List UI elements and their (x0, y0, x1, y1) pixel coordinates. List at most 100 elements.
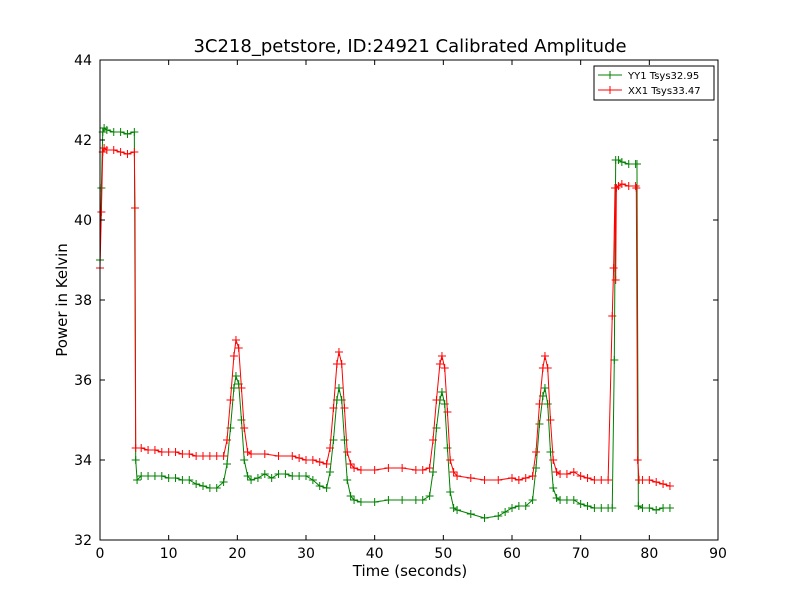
data-point-marker (137, 444, 146, 452)
data-point-marker (288, 472, 297, 480)
data-point-marker (234, 344, 243, 352)
data-point-marker (645, 476, 654, 484)
data-point-marker (144, 472, 153, 480)
data-point-marker (614, 156, 623, 164)
data-point-marker (411, 496, 420, 504)
data-point-marker (308, 476, 317, 484)
data-point-marker (638, 476, 647, 484)
data-point-marker (123, 150, 132, 158)
data-point-marker (243, 448, 252, 456)
x-tick-label: 60 (503, 546, 521, 562)
data-point-marker (494, 476, 503, 484)
data-point-marker (192, 452, 201, 460)
data-point-marker (494, 512, 503, 520)
data-point-marker (150, 472, 159, 480)
data-point-marker (466, 474, 475, 482)
data-point-marker (346, 492, 355, 500)
data-point-marker (508, 474, 516, 482)
data-point-marker (157, 448, 166, 456)
data-point-marker (340, 404, 349, 412)
data-point-marker (634, 502, 643, 510)
x-tick-label: 90 (709, 546, 727, 562)
legend-box (593, 65, 715, 101)
data-point-marker (343, 448, 352, 456)
data-point-marker (501, 508, 510, 516)
data-point-marker (552, 494, 561, 502)
data-point-marker (652, 478, 661, 486)
data-point-marker (334, 384, 343, 392)
data-point-marker (253, 474, 262, 482)
data-point-marker (229, 352, 238, 360)
data-point-marker (632, 160, 641, 168)
data-point-marker (97, 208, 106, 216)
data-point-marker (521, 502, 530, 510)
data-point-marker (384, 496, 393, 504)
data-point-marker (645, 504, 654, 512)
data-point-marker (274, 452, 283, 460)
data-point-marker (624, 160, 633, 168)
data-point-marker (549, 484, 558, 492)
data-point-marker (652, 506, 661, 514)
data-point-marker (604, 476, 613, 484)
data-point-marker (350, 464, 359, 472)
data-point-marker (199, 482, 207, 490)
data-point-marker (576, 500, 585, 508)
legend: YY1 Tsys32.95 XX1 Tsys33.47 (593, 65, 715, 101)
data-point-marker (171, 448, 180, 456)
data-point-marker (171, 474, 180, 482)
data-point-marker (302, 472, 310, 480)
data-point-marker (240, 424, 249, 432)
data-point-marker (192, 480, 201, 488)
data-point-marker (329, 404, 338, 412)
y-tick-label: 44 (74, 53, 92, 69)
data-point-marker (449, 468, 458, 476)
data-point-marker (665, 482, 674, 490)
legend-label: YY1 Tsys32.95 (627, 71, 699, 82)
data-point-marker (131, 456, 140, 464)
data-point-marker (432, 396, 441, 404)
data-point-marker (199, 452, 207, 460)
data-point-marker (350, 496, 359, 504)
data-point-marker (590, 504, 599, 512)
data-point-marker (302, 456, 310, 464)
data-point-marker (315, 458, 324, 466)
x-tick-label: 40 (366, 546, 384, 562)
data-point-marker (612, 184, 621, 192)
x-tick-label: 20 (228, 546, 246, 562)
y-tick-label: 36 (74, 373, 92, 389)
data-point-marker (281, 470, 290, 478)
data-point-marker (608, 312, 617, 320)
data-point-marker (449, 504, 458, 512)
data-point-marker (535, 400, 544, 408)
data-point-marker (576, 472, 585, 480)
data-point-marker (223, 436, 232, 444)
data-point-marker (219, 478, 228, 486)
data-point-marker (611, 276, 620, 284)
data-point-marker (437, 388, 446, 396)
data-point-marker (583, 502, 592, 510)
data-point-marker (247, 450, 256, 458)
data-point-marker (308, 456, 317, 464)
data-point-marker (638, 504, 647, 512)
data-point-marker (540, 352, 549, 360)
data-point-marker (205, 452, 214, 460)
data-point-marker (617, 158, 626, 166)
data-point-marker (178, 450, 187, 458)
y-tick-label: 42 (74, 133, 92, 149)
legend-item: YY1 Tsys32.95 (598, 71, 699, 82)
data-point-marker (116, 128, 125, 136)
data-point-marker (123, 130, 132, 138)
data-point-marker (597, 476, 606, 484)
data-point-marker (425, 464, 434, 472)
data-point-marker (295, 454, 304, 462)
data-point-marker (240, 456, 249, 464)
data-point-marker (552, 468, 561, 476)
legend-marker (606, 86, 614, 94)
data-point-marker (326, 468, 335, 476)
data-point-marker (632, 184, 641, 192)
data-point-marker (569, 496, 578, 504)
y-tick-label: 40 (74, 213, 92, 229)
data-point-marker (443, 408, 452, 416)
data-point-marker (435, 360, 444, 368)
data-point-marker (429, 436, 438, 444)
